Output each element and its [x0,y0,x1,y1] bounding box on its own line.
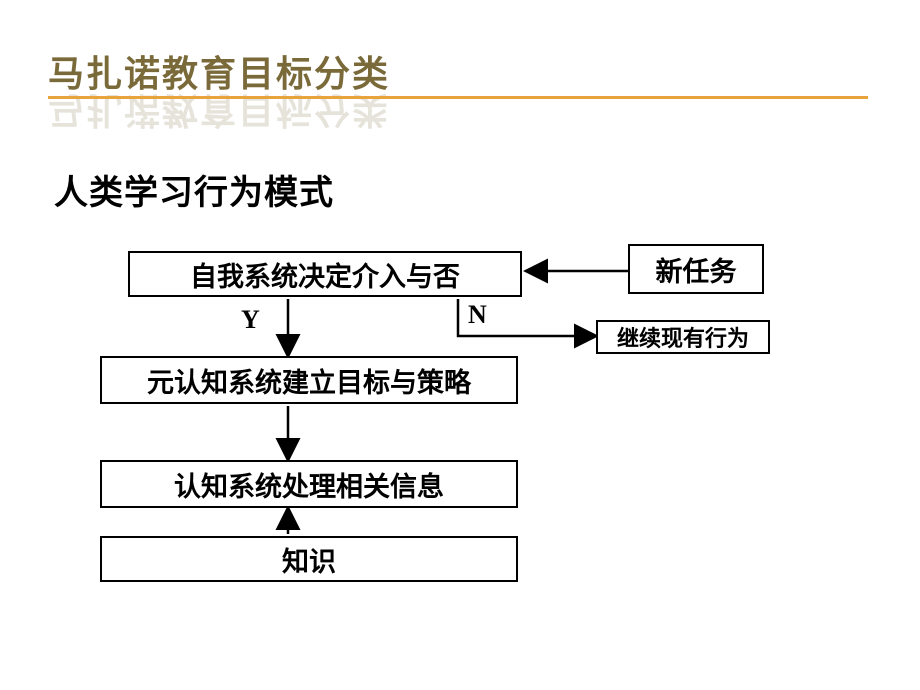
edge-label-N: N [468,300,487,330]
flowchart-diagram: 自我系统决定介入与否 新任务继续现有行为元认知系统建立目标与策略认知系统处理相关信… [0,0,920,690]
node-cognition: 认知系统处理相关信息 [100,460,518,508]
node-label: 元认知系统建立目标与策略 [147,361,471,400]
node-new_task: 新任务 [628,244,764,294]
node-label: 继续现有行为 [617,321,749,353]
node-knowledge: 知识 [100,536,518,582]
node-label: 新任务 [656,250,737,289]
node-continue: 继续现有行为 [596,320,770,354]
flowchart-arrows [0,0,920,690]
node-metacognition: 元认知系统建立目标与策略 [100,356,518,404]
node-label: 认知系统处理相关信息 [174,465,444,504]
node-self_system: 自我系统决定介入与否 [128,251,522,297]
edge-label-Y: Y [241,305,260,335]
node-label: 自我系统决定介入与否 [190,255,460,294]
node-label: 知识 [282,540,336,579]
